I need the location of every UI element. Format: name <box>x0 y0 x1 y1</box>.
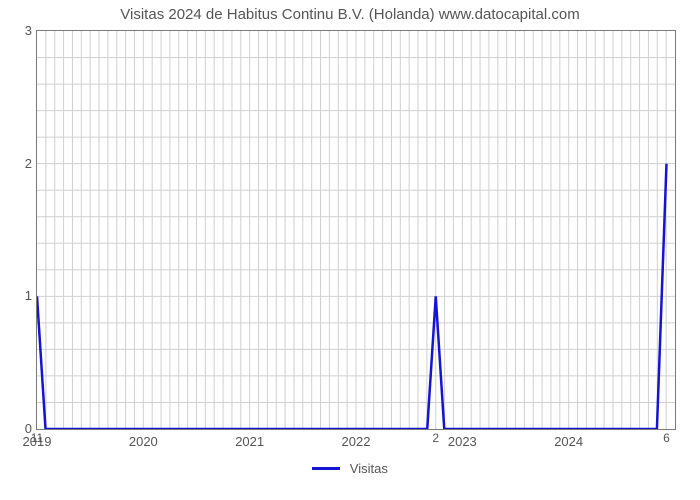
y-tick-label: 2 <box>2 156 32 171</box>
y-tick-label: 3 <box>2 23 32 38</box>
point-annotation: 2 <box>432 431 439 445</box>
grid-lines <box>37 31 675 429</box>
legend-swatch <box>312 467 340 470</box>
plot-area <box>36 30 676 430</box>
point-annotation: 6 <box>663 431 670 445</box>
x-tick-label: 2023 <box>448 434 477 449</box>
chart-title: Visitas 2024 de Habitus Continu B.V. (Ho… <box>0 6 700 23</box>
y-tick-label: 1 <box>2 288 32 303</box>
x-tick-label: 2022 <box>342 434 371 449</box>
legend-label: Visitas <box>350 461 388 476</box>
legend: Visitas <box>0 460 700 476</box>
x-tick-label: 2024 <box>554 434 583 449</box>
chart-container: Visitas 2024 de Habitus Continu B.V. (Ho… <box>0 0 700 500</box>
plot-svg <box>37 31 675 429</box>
x-tick-label: 2021 <box>235 434 264 449</box>
x-tick-label: 2020 <box>129 434 158 449</box>
point-annotation: 11 <box>31 431 43 445</box>
